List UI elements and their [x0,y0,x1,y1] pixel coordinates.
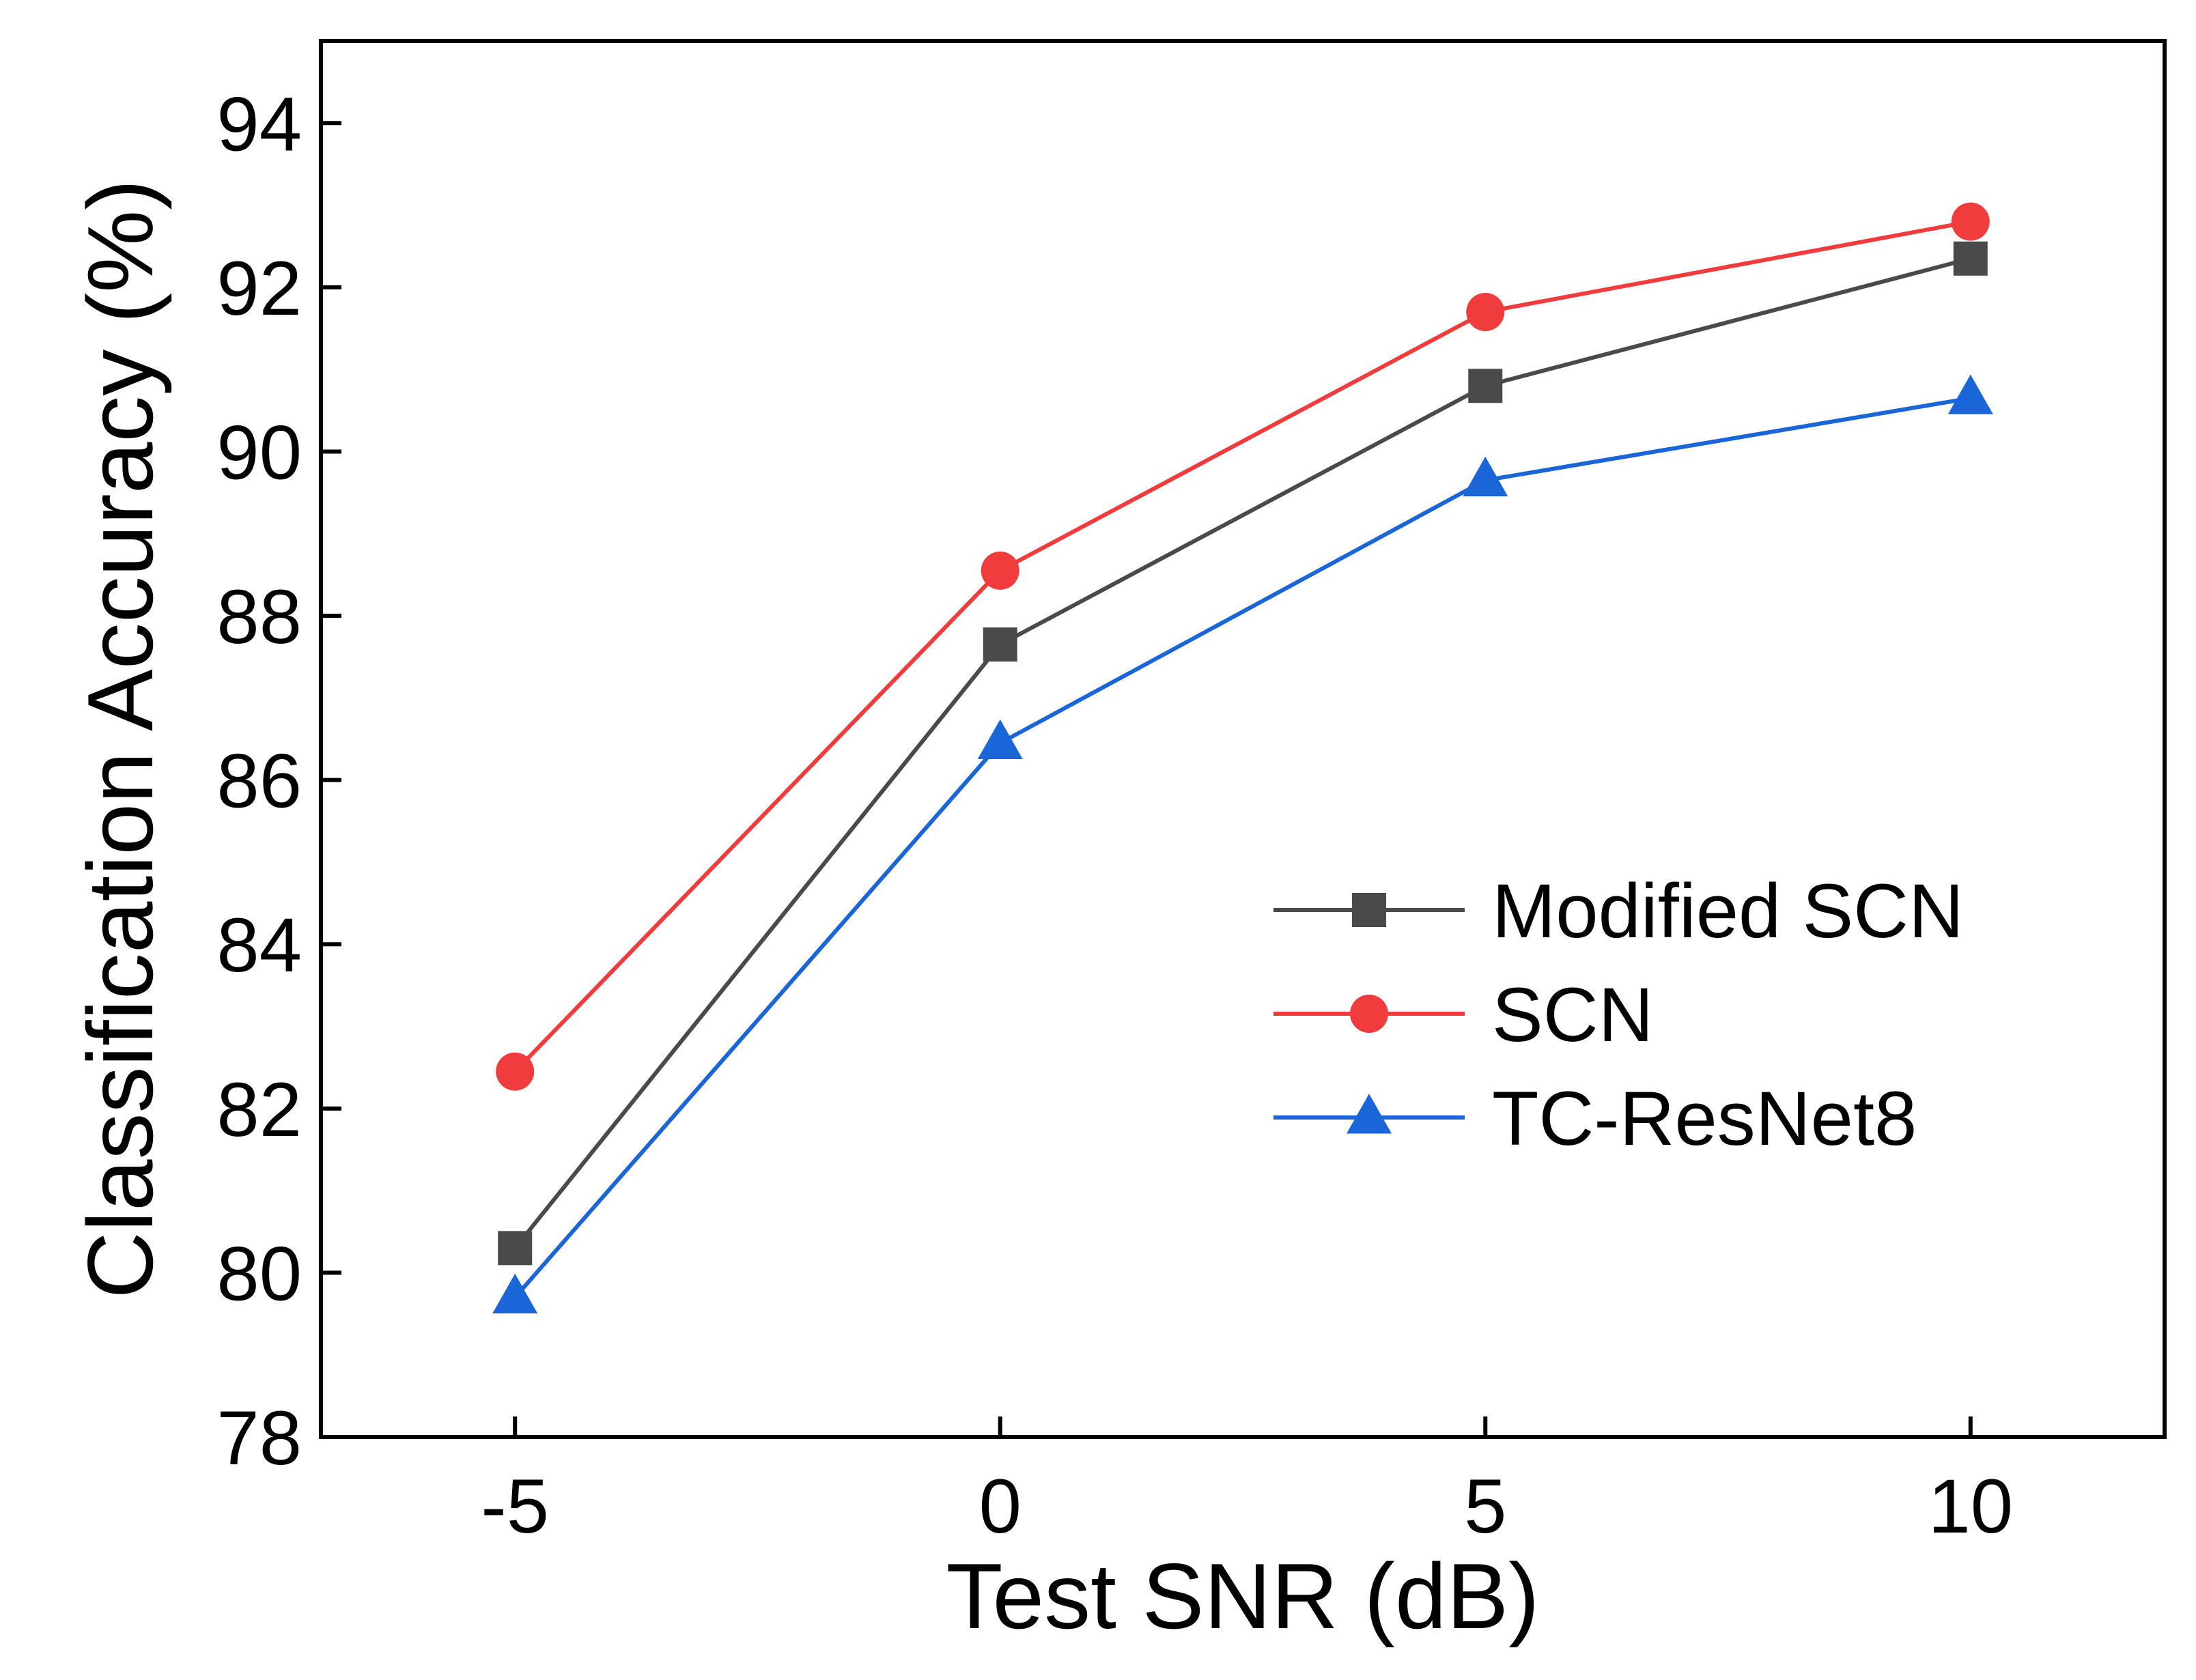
data-point [1951,202,1990,241]
y-tick-label: 92 [216,246,302,331]
y-tick-label: 80 [216,1231,302,1316]
series-triangle [492,374,1993,1314]
y-tick-label: 94 [216,81,302,167]
data-point [1947,374,1993,414]
y-tick-label: 78 [216,1395,302,1481]
data-point [1468,369,1503,403]
x-tick-label: 10 [1928,1464,2014,1549]
data-point [1466,292,1505,331]
y-tick-label: 90 [216,410,302,495]
data-point [977,719,1023,760]
data-point [498,1231,533,1266]
y-tick-label: 84 [216,902,302,988]
data-point [981,551,1019,590]
legend-item: SCN [1273,972,1653,1057]
data-point [496,1052,535,1091]
series-line [513,219,1971,1073]
x-tick-label: 5 [1464,1464,1506,1549]
legend-marker [1352,893,1386,927]
y-axis-title: Classification Accuracy (%) [68,179,172,1298]
legend-marker [1347,1094,1392,1134]
data-point [492,1273,538,1314]
y-tick-label: 86 [216,739,302,824]
series-line [513,396,1971,1299]
y-tick-label: 88 [216,574,302,659]
series-line [513,256,1971,1250]
data-point [1463,456,1508,497]
legend: Modified SCN SCN TC-ResNet8 [1273,868,1964,1161]
legend-marker [1350,995,1388,1033]
x-tick-label: -5 [481,1464,549,1549]
plot-frame [319,39,2167,1439]
y-tick-label: 82 [216,1067,302,1152]
legend-label: SCN [1492,972,1653,1057]
data-point [1953,241,1988,276]
legend-item: TC-ResNet8 [1273,1076,1917,1161]
x-axis-title: Test SNR (dB) [946,1544,1539,1648]
legend-label: Modified SCN [1492,868,1964,954]
x-tick-label: 0 [979,1464,1022,1549]
legend-label: TC-ResNet8 [1492,1076,1917,1161]
series-circle [496,202,1990,1091]
series-layer [492,202,1993,1314]
series-square [498,241,1988,1266]
legend-item: Modified SCN [1273,868,1964,954]
data-point [983,627,1017,662]
ticks-layer: -5 0 5 10 78 80 82 84 86 88 90 92 94 [216,81,2013,1549]
